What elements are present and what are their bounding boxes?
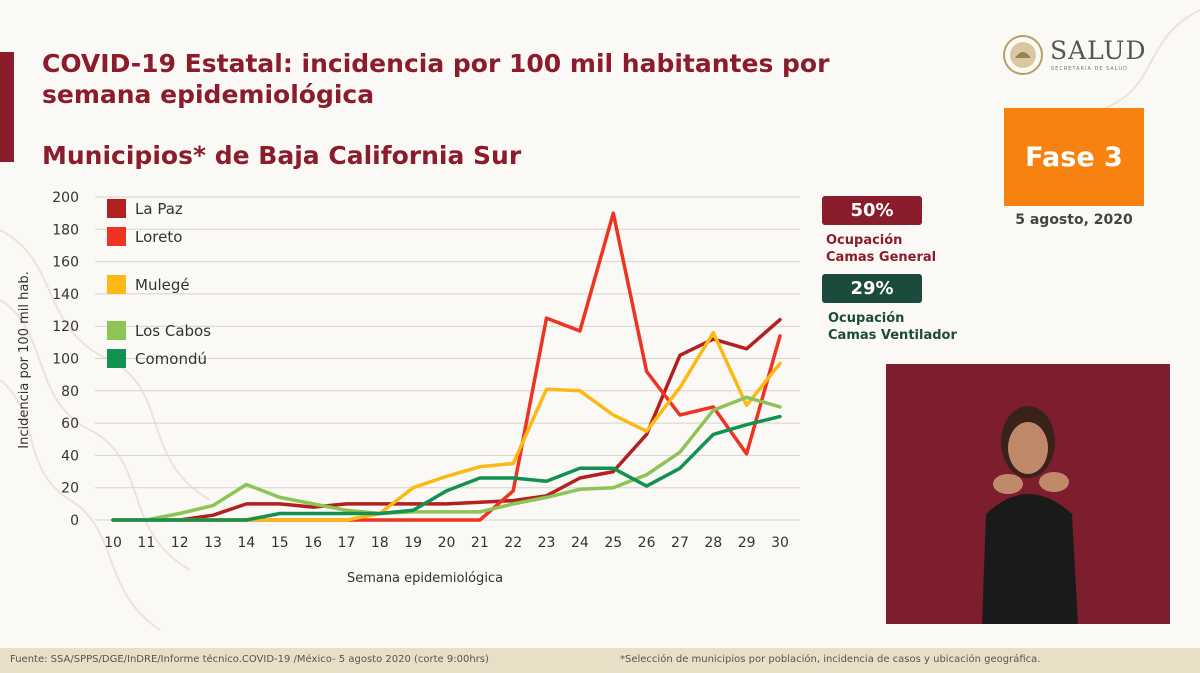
logo-subtitle: SECRETARÍA DE SALUD (1051, 66, 1128, 72)
x-tick-label: 20 (438, 535, 456, 551)
x-tick-label: 12 (171, 535, 189, 551)
x-tick-label: 29 (738, 535, 756, 551)
x-tick-label: 14 (237, 535, 255, 551)
incidence-line-chart: 0 20 40 60 80 100 120 140 160 180 200 10 11 12 13 14 15 1… (17, 190, 800, 586)
x-tick-label: 10 (104, 535, 122, 551)
general-occupancy-badge: 50% (822, 196, 922, 225)
x-tick-label: 21 (471, 535, 489, 551)
y-tick-label: 200 (52, 190, 79, 206)
y-tick-label: 140 (52, 287, 79, 303)
legend-swatch (107, 199, 126, 218)
legend-label: Los Cabos (135, 322, 211, 340)
y-axis-label: Incidencia por 100 mil hab. (17, 271, 32, 448)
x-tick-label: 28 (704, 535, 722, 551)
y-tick-label: 60 (61, 416, 79, 432)
legend-label: La Paz (135, 200, 183, 218)
footer: Fuente: SSA/SPPS/DGE/InDRE/Informe técni… (0, 648, 1200, 673)
legend-label: Loreto (135, 228, 182, 246)
interpreter-figure (982, 406, 1078, 624)
ventilator-occupancy-badge: 29% (822, 274, 922, 303)
general-occupancy-label: Ocupación Camas General (826, 233, 937, 265)
x-tick-label: 30 (771, 535, 789, 551)
ventilator-occupancy-label: Ocupación Camas Ventilador (828, 311, 957, 343)
footer-note: *Selección de municipios por población, … (620, 654, 1041, 665)
accent-bar (0, 52, 14, 162)
series-line-comond- (111, 414, 782, 522)
y-tick-label: 100 (52, 352, 79, 368)
legend-label: Comondú (135, 350, 207, 368)
y-tick-label: 40 (61, 448, 79, 464)
page-title: COVID-19 Estatal: incidencia por 100 mil… (42, 49, 830, 109)
x-tick-label: 19 (404, 535, 422, 551)
legend-swatch (107, 321, 126, 340)
x-tick-label: 13 (204, 535, 222, 551)
salud-logo: SALUD SECRETARÍA DE SALUD (1002, 34, 1162, 80)
x-tick-label: 15 (271, 535, 289, 551)
x-tick-label: 17 (338, 535, 356, 551)
phase-date: 5 agosto, 2020 (1015, 212, 1133, 228)
legend-label: Mulegé (135, 276, 190, 294)
y-tick-label: 120 (52, 319, 79, 335)
seal-icon (1003, 35, 1043, 75)
logo-word: SALUD (1050, 36, 1147, 65)
legend-swatch (107, 227, 126, 246)
x-tick-label: 26 (638, 535, 656, 551)
series-line-los-cabos (111, 395, 782, 522)
x-tick-label: 27 (671, 535, 689, 551)
sign-language-interpreter-video (886, 364, 1170, 624)
x-tick-label: 24 (571, 535, 589, 551)
x-tick-label: 18 (371, 535, 389, 551)
legend-swatch (107, 275, 126, 294)
x-tick-label: 25 (604, 535, 622, 551)
x-tick-label: 16 (304, 535, 322, 551)
page-subtitle: Municipios* de Baja California Sur (42, 141, 522, 170)
y-tick-label: 160 (52, 255, 79, 271)
y-tick-label: 80 (61, 384, 79, 400)
x-tick-label: 11 (137, 535, 155, 551)
phase-badge: Fase 3 (1004, 108, 1144, 206)
series-line-la-paz (111, 317, 782, 522)
x-tick-label: 23 (538, 535, 556, 551)
y-tick-label: 20 (61, 481, 79, 497)
x-tick-label: 22 (504, 535, 522, 551)
legend-swatch (107, 349, 126, 368)
y-tick-label: 0 (70, 513, 79, 529)
series-line-loreto (111, 211, 782, 522)
x-axis-label: Semana epidemiológica (347, 571, 503, 586)
footer-source: Fuente: SSA/SPPS/DGE/InDRE/Informe técni… (10, 654, 489, 665)
y-tick-label: 180 (52, 222, 79, 238)
